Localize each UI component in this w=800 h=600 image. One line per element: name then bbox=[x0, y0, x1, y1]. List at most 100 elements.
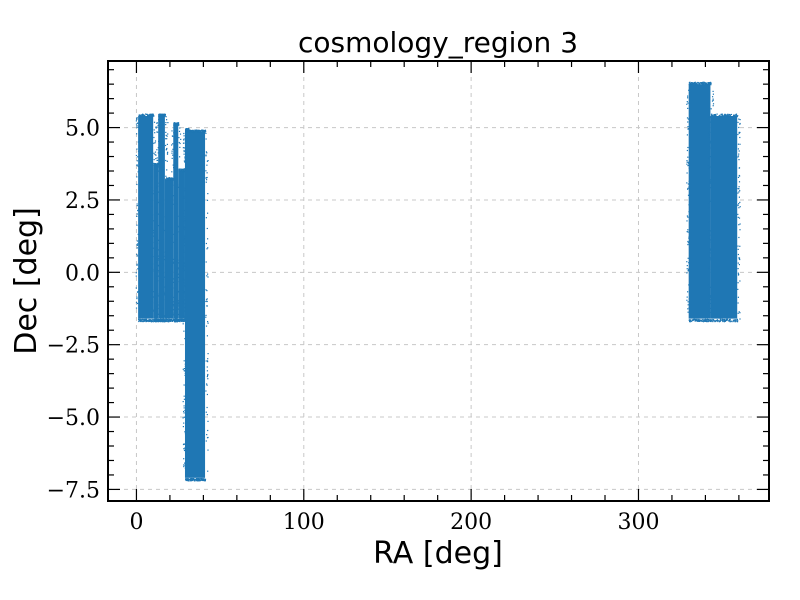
data-point bbox=[737, 296, 739, 298]
data-point bbox=[162, 228, 165, 230]
data-point bbox=[708, 157, 710, 159]
data-point bbox=[138, 320, 140, 322]
data-point bbox=[206, 360, 209, 362]
data-point bbox=[183, 330, 185, 332]
data-point bbox=[163, 113, 165, 115]
data-point bbox=[141, 320, 143, 323]
data-point bbox=[705, 320, 708, 322]
data-point bbox=[136, 205, 138, 207]
data-point bbox=[737, 121, 739, 123]
data-point bbox=[738, 217, 741, 219]
data-point bbox=[148, 320, 150, 322]
data-point bbox=[184, 310, 186, 312]
data-point bbox=[207, 373, 209, 376]
data-point bbox=[185, 479, 187, 481]
data-point bbox=[182, 417, 184, 419]
data-point bbox=[180, 170, 182, 172]
data-point bbox=[723, 321, 725, 323]
data-point bbox=[688, 162, 690, 164]
data-point bbox=[190, 130, 192, 132]
data-point bbox=[169, 320, 172, 322]
data-point bbox=[738, 191, 740, 193]
data-point bbox=[205, 261, 207, 263]
data-point bbox=[137, 165, 139, 167]
data-point bbox=[167, 122, 169, 124]
data-point bbox=[174, 123, 176, 125]
data-point bbox=[183, 160, 185, 162]
data-point bbox=[172, 318, 174, 320]
data-point bbox=[171, 288, 173, 290]
data-point bbox=[177, 319, 179, 321]
data-point bbox=[737, 176, 740, 178]
data-point bbox=[709, 296, 711, 298]
data-point bbox=[165, 175, 167, 177]
data-point bbox=[724, 114, 727, 116]
data-point bbox=[154, 319, 156, 321]
data-point bbox=[178, 305, 180, 307]
data-point bbox=[737, 272, 739, 274]
data-point bbox=[206, 406, 208, 409]
data-point bbox=[142, 321, 144, 323]
data-point bbox=[136, 126, 138, 129]
data-point bbox=[155, 158, 157, 160]
data-point bbox=[207, 429, 209, 432]
data-point bbox=[171, 150, 173, 152]
data-point bbox=[183, 281, 185, 284]
data-point bbox=[719, 320, 721, 322]
data-point bbox=[157, 295, 159, 297]
data-point bbox=[151, 223, 153, 226]
data-point bbox=[156, 122, 158, 124]
data-point bbox=[186, 128, 188, 130]
data-point bbox=[712, 321, 714, 323]
data-point bbox=[708, 202, 710, 204]
x-tick-label: 300 bbox=[617, 510, 659, 535]
data-point bbox=[156, 162, 159, 164]
data-point bbox=[184, 447, 186, 449]
data-point bbox=[137, 208, 139, 210]
data-point bbox=[152, 232, 154, 234]
data-point bbox=[686, 163, 688, 165]
data-point bbox=[207, 238, 209, 240]
data-point bbox=[163, 238, 165, 240]
data-point bbox=[200, 479, 202, 481]
data-point bbox=[154, 142, 156, 144]
data-point bbox=[206, 370, 208, 372]
data-point bbox=[704, 82, 706, 84]
data-point bbox=[686, 160, 688, 162]
data-point bbox=[184, 218, 186, 220]
data-point bbox=[206, 172, 208, 174]
data-point bbox=[688, 164, 690, 166]
data-point bbox=[188, 478, 190, 480]
data-point bbox=[182, 401, 184, 403]
data-point bbox=[713, 319, 715, 321]
data-point bbox=[204, 479, 206, 481]
data-point bbox=[687, 97, 689, 99]
data-point bbox=[738, 207, 740, 209]
y-tick-labels: −7.5 −5.0 −2.5 0.0 2.5 5.0 bbox=[47, 117, 100, 504]
data-point bbox=[688, 235, 690, 238]
data-point bbox=[179, 168, 181, 170]
data-point bbox=[164, 113, 166, 115]
data-point bbox=[175, 309, 177, 311]
data-point bbox=[136, 183, 138, 186]
data-point bbox=[711, 114, 713, 116]
data-point bbox=[146, 113, 148, 115]
data-point bbox=[160, 320, 162, 322]
data-point bbox=[708, 134, 710, 136]
data-point bbox=[734, 115, 736, 117]
data-point bbox=[183, 286, 185, 288]
data-point bbox=[157, 124, 159, 126]
data-point bbox=[156, 320, 158, 322]
data-point bbox=[191, 478, 193, 480]
data-point bbox=[205, 360, 207, 362]
data-point bbox=[182, 279, 185, 281]
data-point bbox=[720, 318, 722, 320]
data-point bbox=[164, 251, 166, 253]
data-point bbox=[139, 115, 142, 117]
data-point bbox=[183, 250, 185, 252]
data-point bbox=[737, 188, 739, 190]
data-point bbox=[737, 268, 739, 270]
data-point bbox=[206, 366, 208, 368]
data-point bbox=[738, 167, 741, 169]
